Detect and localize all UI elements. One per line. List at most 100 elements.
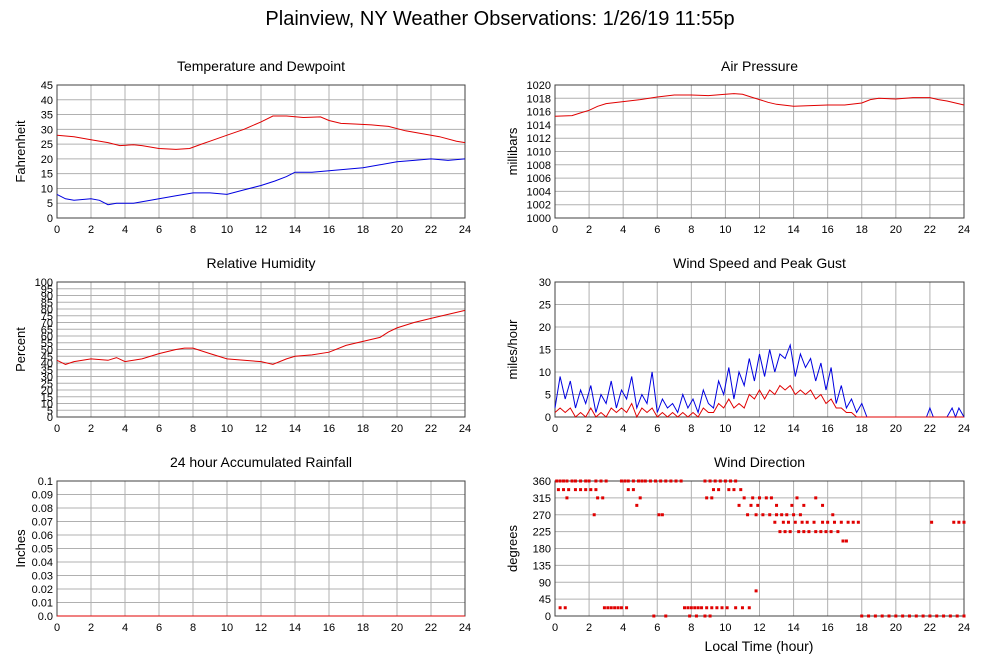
x-tick-label: 14 (787, 224, 799, 236)
x-tick-label: 24 (459, 423, 471, 435)
x-tick-label: 8 (190, 622, 196, 634)
direction-point (734, 606, 738, 610)
y-tick-label: 1018 (527, 93, 551, 105)
direction-point (708, 614, 712, 618)
direction-point (563, 606, 567, 610)
direction-point (962, 614, 966, 618)
x-tick-label: 12 (753, 423, 765, 435)
x-tick-label: 10 (221, 622, 233, 634)
x-tick-label: 4 (620, 224, 626, 236)
direction-point (565, 496, 569, 500)
x-tick-label: 18 (357, 423, 369, 435)
direction-point (824, 530, 828, 534)
x-tick-label: 22 (924, 224, 936, 236)
y-tick-label: 0.01 (32, 598, 53, 610)
direction-point (648, 479, 652, 483)
x-tick-label: 22 (425, 622, 437, 634)
y-axis-label: Fahrenheit (13, 120, 28, 183)
plot-frame (554, 281, 965, 418)
y-axis-label: degrees (505, 525, 520, 572)
direction-point (679, 479, 683, 483)
direction-point (727, 488, 731, 492)
x-tick-label: 10 (221, 423, 233, 435)
x-tick-label: 16 (822, 423, 834, 435)
y-tick-label: 1004 (527, 186, 551, 198)
direction-point (783, 530, 787, 534)
x-tick-label: 22 (425, 423, 437, 435)
direction-point (567, 488, 571, 492)
y-tick-label: 60 (41, 331, 53, 343)
x-tick-label: 10 (221, 224, 233, 236)
x-tick-label: 16 (323, 622, 335, 634)
direction-point (587, 479, 591, 483)
y-tick-label: 85 (41, 297, 53, 309)
y-tick-label: 20 (539, 322, 551, 334)
direction-point (717, 488, 721, 492)
y-tick-label: 75 (41, 311, 53, 323)
direction-point (652, 614, 656, 618)
direction-point (589, 488, 593, 492)
x-tick-label: 0 (552, 224, 558, 236)
y-tick-label: 45 (41, 351, 53, 363)
y-tick-label: 0 (47, 412, 53, 424)
x-tick-label: 0 (54, 622, 60, 634)
y-tick-label: 0.05 (32, 544, 53, 556)
x-tick-label: 14 (787, 423, 799, 435)
direction-point (851, 520, 855, 524)
x-tick-label: 22 (924, 622, 936, 634)
direction-point (601, 496, 605, 500)
x-tick-label: 12 (255, 622, 267, 634)
direction-point (599, 479, 603, 483)
x-tick-label: 16 (323, 423, 335, 435)
x-tick-label: 12 (255, 423, 267, 435)
direction-point (894, 614, 898, 618)
direction-point (805, 520, 809, 524)
y-tick-label: 0.1 (38, 476, 53, 488)
x-tick-label: 6 (654, 423, 660, 435)
direction-point (710, 606, 714, 610)
direction-point (664, 479, 668, 483)
y-tick-label: 225 (533, 527, 551, 539)
direction-point (952, 520, 956, 524)
direction-point (740, 606, 744, 610)
direction-point (562, 479, 566, 483)
y-tick-label: 30 (41, 372, 53, 384)
direction-point (705, 496, 709, 500)
direction-point (873, 614, 877, 618)
y-axis-label: Percent (13, 327, 28, 372)
series-line-1 (56, 158, 466, 206)
direction-point (773, 520, 777, 524)
direction-point (657, 513, 661, 517)
x-tick-label: 20 (391, 224, 403, 236)
direction-point (596, 496, 600, 500)
x-tick-label: 2 (88, 622, 94, 634)
direction-point (558, 479, 562, 483)
direction-point (705, 606, 709, 610)
direction-point (867, 614, 871, 618)
y-tick-label: 20 (41, 154, 53, 166)
x-tick-label: 4 (122, 224, 128, 236)
x-tick-label: 0 (54, 423, 60, 435)
x-tick-label: 8 (688, 622, 694, 634)
direction-point (962, 520, 966, 524)
series-line-0 (56, 115, 466, 150)
y-tick-label: 0.02 (32, 584, 53, 596)
y-tick-label: 40 (41, 95, 53, 107)
y-tick-label: 315 (533, 493, 551, 505)
x-tick-label: 8 (190, 224, 196, 236)
direction-point (831, 513, 835, 517)
direction-point (619, 479, 623, 483)
x-tick-label: 2 (586, 224, 592, 236)
direction-point (836, 530, 840, 534)
y-tick-label: 135 (533, 560, 551, 572)
direction-point (921, 614, 925, 618)
direction-point (626, 488, 630, 492)
y-tick-label: 0.04 (32, 557, 53, 569)
x-tick-label: 2 (586, 423, 592, 435)
x-tick-label: 2 (88, 423, 94, 435)
direction-point (592, 513, 596, 517)
direction-point (689, 606, 693, 610)
y-tick-label: 0.07 (32, 517, 53, 529)
